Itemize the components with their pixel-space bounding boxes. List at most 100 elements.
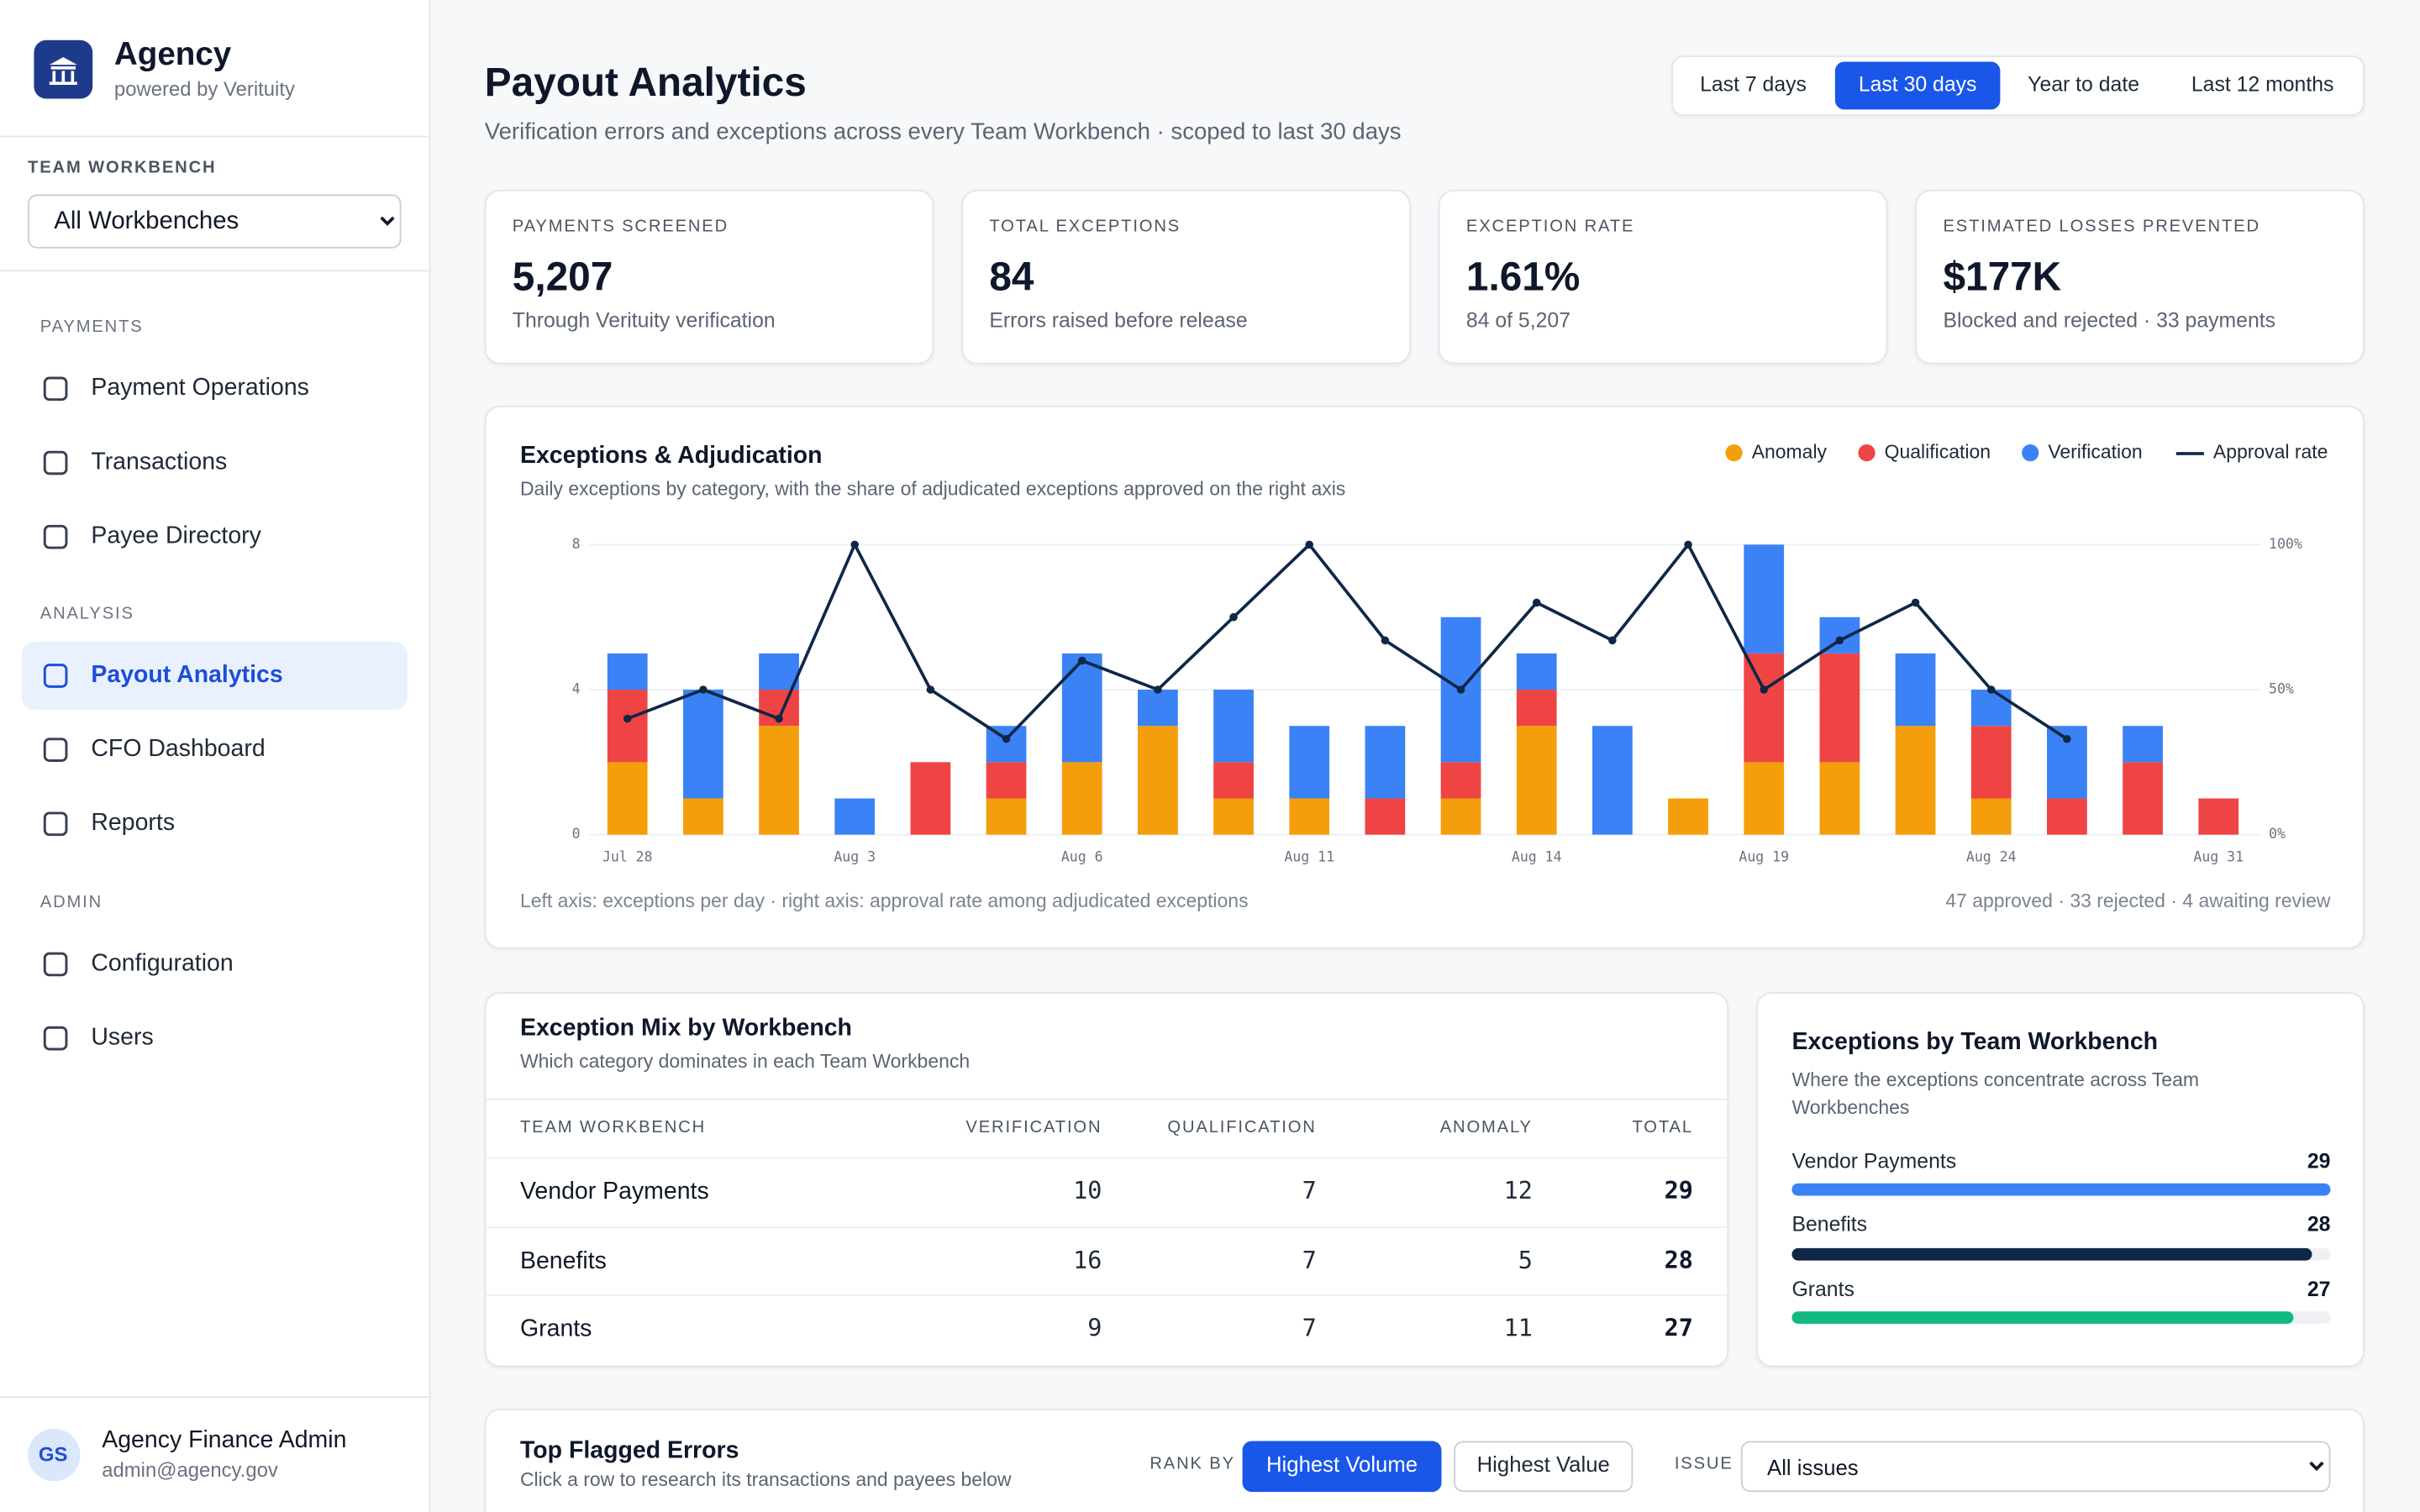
table-cell: 28 [1664, 1246, 1693, 1274]
page-subtitle: Verification errors and exceptions acros… [484, 118, 1402, 144]
nav-item[interactable] [22, 716, 408, 784]
nav-item[interactable] [21, 642, 408, 710]
nav-item[interactable] [22, 503, 408, 571]
table-cell: 7 [1302, 1315, 1317, 1343]
user-name: Agency Finance Admin [102, 1427, 347, 1454]
nav-icon [43, 738, 68, 762]
table-cell: 10 [1073, 1177, 1102, 1205]
line-point [1532, 598, 1541, 607]
kpi-label: EXCEPTION RATE [1465, 218, 1635, 237]
bar-segment [1516, 726, 1557, 835]
range-label: Last 7 days [1700, 71, 1807, 96]
line-point [1229, 612, 1238, 622]
x-tick-label: Aug 14 [1512, 849, 1562, 865]
nav-label: Users [91, 1024, 154, 1052]
table-cell: 12 [1503, 1177, 1533, 1205]
table-cell: 7 [1302, 1246, 1317, 1274]
bar-segment [1744, 653, 1785, 763]
range-group [1671, 55, 2365, 116]
bar-segment [1440, 798, 1481, 835]
nav-item[interactable] [22, 354, 408, 423]
range-button[interactable] [1834, 61, 2001, 110]
kpi-note: 84 of 5,207 [1465, 307, 1570, 332]
legend-swatch [2175, 452, 2204, 455]
nav-item[interactable] [22, 429, 408, 497]
bar-segment [1895, 653, 1936, 727]
rank-button-label: Highest Volume [1265, 1452, 1418, 1478]
nav-icon [43, 1026, 68, 1051]
y2-tick-label: 50% [2269, 681, 2294, 697]
line-point [1986, 685, 1996, 694]
nav-item[interactable] [22, 931, 408, 999]
bar-label: Benefits [1791, 1212, 1868, 1236]
bar [1791, 1247, 2312, 1260]
bar-segment [1592, 726, 1633, 835]
bar-segment [2123, 762, 2163, 835]
table-cell: Vendor Payments [519, 1179, 709, 1205]
line-point [775, 714, 783, 723]
x-tick-label: Aug 6 [1061, 849, 1103, 865]
kpi-label: PAYMENTS SCREENED [512, 218, 729, 237]
rank-button[interactable] [1242, 1441, 1442, 1493]
nav-item[interactable] [22, 790, 408, 858]
bar-segment [1668, 798, 1708, 835]
bar-segment [683, 690, 723, 799]
bar-segment [1365, 798, 1406, 835]
bar-segment [1744, 762, 1785, 835]
user-email: admin@agency.gov [102, 1457, 278, 1482]
kpi-note: Errors raised before release [989, 307, 1248, 332]
table-header: VERIFICATION [965, 1119, 1102, 1138]
nav-label: CFO Dashboard [91, 736, 266, 763]
nav-label: Reports [91, 810, 176, 837]
bar-segment [1365, 726, 1406, 799]
workbench-select[interactable]: All Workbenches [28, 194, 402, 249]
kpi-label: TOTAL EXCEPTIONS [989, 218, 1181, 237]
kpi-value: $177K [1943, 252, 2062, 299]
bar-segment [986, 798, 1027, 835]
table-cell: Benefits [519, 1247, 607, 1274]
kpi-note: Through Verituity verification [512, 307, 776, 332]
table-cell: 29 [1664, 1177, 1693, 1205]
bars-card [1756, 992, 2365, 1368]
nav-item[interactable] [22, 1005, 408, 1073]
bar-segment [1289, 798, 1330, 835]
bar-segment [1819, 653, 1860, 763]
nav-section-title: ADMIN [39, 894, 103, 913]
bar-segment [1970, 798, 2012, 835]
issue-label: ISSUE [1674, 1455, 1733, 1474]
nav-icon [43, 811, 68, 837]
table-header: TOTAL [1632, 1119, 1693, 1138]
legend-label: Verification [2048, 441, 2143, 464]
legend-swatch [2022, 444, 2039, 462]
table-cell: 7 [1302, 1177, 1317, 1205]
bar-segment [759, 726, 799, 835]
y-tick-label: 8 [572, 536, 581, 552]
rank-label: RANK BY [1150, 1455, 1235, 1474]
nav-label: Payee Directory [91, 522, 261, 550]
y2-tick-label: 0% [2269, 826, 2286, 842]
range-label: Last 30 days [1858, 71, 1977, 96]
y-tick-label: 0 [572, 826, 581, 842]
chart-title: Exceptions & Adjudication [519, 443, 823, 470]
issue-select[interactable]: All issues [1740, 1441, 2331, 1493]
divider [0, 135, 429, 138]
chart-footnote: Left axis: exceptions per day · right ax… [519, 890, 1249, 912]
line-point [1381, 636, 1390, 645]
kpi-card [961, 189, 1411, 365]
line-point [1305, 540, 1313, 549]
line-point [699, 685, 708, 694]
line-point [1077, 656, 1086, 665]
legend-swatch [1725, 444, 1743, 462]
rank-button[interactable] [1454, 1441, 1634, 1493]
line-point [1760, 685, 1768, 694]
bar-segment [1440, 762, 1481, 799]
bar [1791, 1183, 2331, 1196]
bar-segment [1138, 726, 1178, 835]
legend-label: Anomaly [1751, 441, 1828, 464]
bar-segment [1289, 726, 1330, 799]
rank-button-label: Highest Value [1476, 1452, 1610, 1478]
table-header: ANOMALY [1439, 1119, 1533, 1138]
table-cell: 9 [1087, 1315, 1102, 1343]
